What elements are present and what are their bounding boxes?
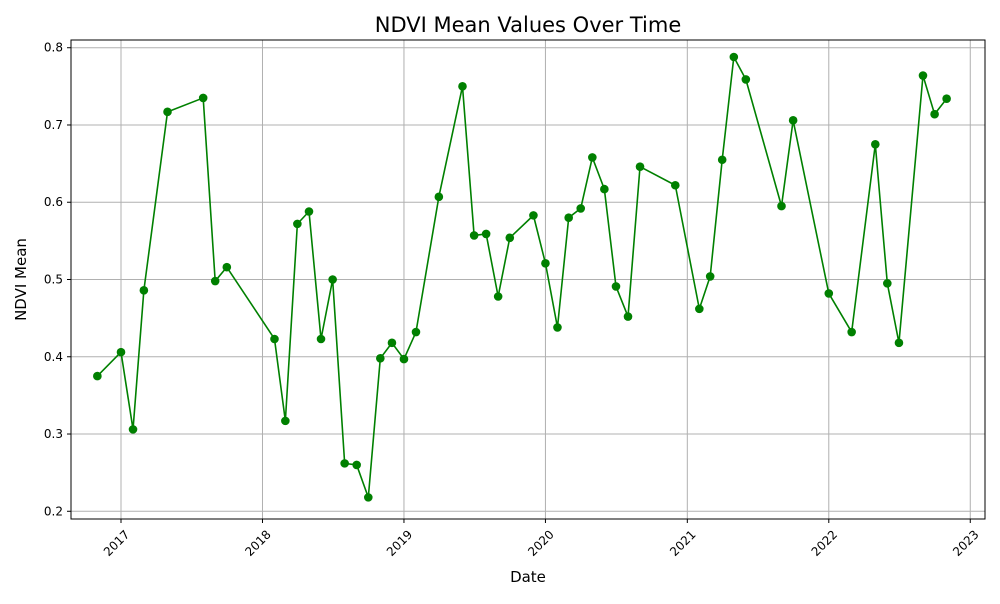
data-point (600, 184, 609, 194)
data-point (222, 262, 232, 272)
data-point (564, 213, 573, 222)
data-point (376, 354, 385, 363)
y-tick-label: 0.4 (44, 350, 63, 364)
data-point (128, 425, 138, 434)
data-point (304, 207, 314, 216)
y-tick-label: 0.7 (44, 118, 63, 132)
data-point (623, 312, 633, 321)
data-point (293, 219, 302, 229)
data-point (788, 116, 798, 125)
data-point (411, 327, 421, 337)
data-point (777, 201, 786, 211)
data-point (116, 347, 126, 357)
data-point (399, 354, 409, 364)
data-point (505, 233, 515, 243)
data-point (695, 304, 704, 314)
data-point (553, 323, 562, 332)
data-point (576, 204, 586, 213)
data-point (635, 162, 645, 171)
data-point (387, 338, 397, 348)
y-tick-label: 0.3 (44, 427, 63, 441)
y-tick-label: 0.8 (44, 41, 63, 55)
data-point (270, 334, 279, 344)
data-point (741, 75, 751, 84)
data-point (340, 459, 349, 468)
y-tick-label: 0.2 (44, 504, 63, 518)
data-point (883, 279, 892, 288)
data-point (316, 334, 326, 344)
data-point (930, 109, 939, 119)
data-point (93, 371, 102, 381)
data-point (328, 275, 337, 284)
data-point (611, 282, 621, 291)
data-point (871, 140, 880, 149)
data-point (434, 192, 444, 202)
data-point (481, 229, 491, 239)
data-point (529, 211, 538, 220)
data-point (493, 292, 503, 301)
data-point (352, 460, 361, 470)
y-axis-label: NDVI Mean (12, 238, 30, 321)
grid-lines (71, 40, 985, 519)
data-point (458, 82, 467, 91)
data-point (281, 416, 290, 426)
data-point (139, 286, 149, 295)
y-tick-label: 0.5 (44, 273, 63, 287)
data-point (198, 93, 208, 103)
data-point (729, 52, 739, 62)
data-point (670, 180, 680, 190)
x-axis-label: Date (510, 568, 546, 586)
data-point (717, 155, 727, 165)
data-point (588, 153, 597, 162)
data-point (163, 107, 172, 117)
y-tick-label: 0.6 (44, 195, 63, 209)
chart-title: NDVI Mean Values Over Time (375, 13, 682, 37)
data-point (847, 327, 856, 337)
data-point (824, 289, 834, 298)
data-point (364, 493, 373, 502)
series-layer (93, 52, 951, 502)
data-point (469, 231, 479, 240)
data-point (894, 338, 904, 348)
data-point (918, 71, 928, 80)
data-point (210, 276, 220, 286)
data-point (541, 258, 550, 268)
data-point (705, 272, 715, 281)
data-point (942, 94, 951, 104)
